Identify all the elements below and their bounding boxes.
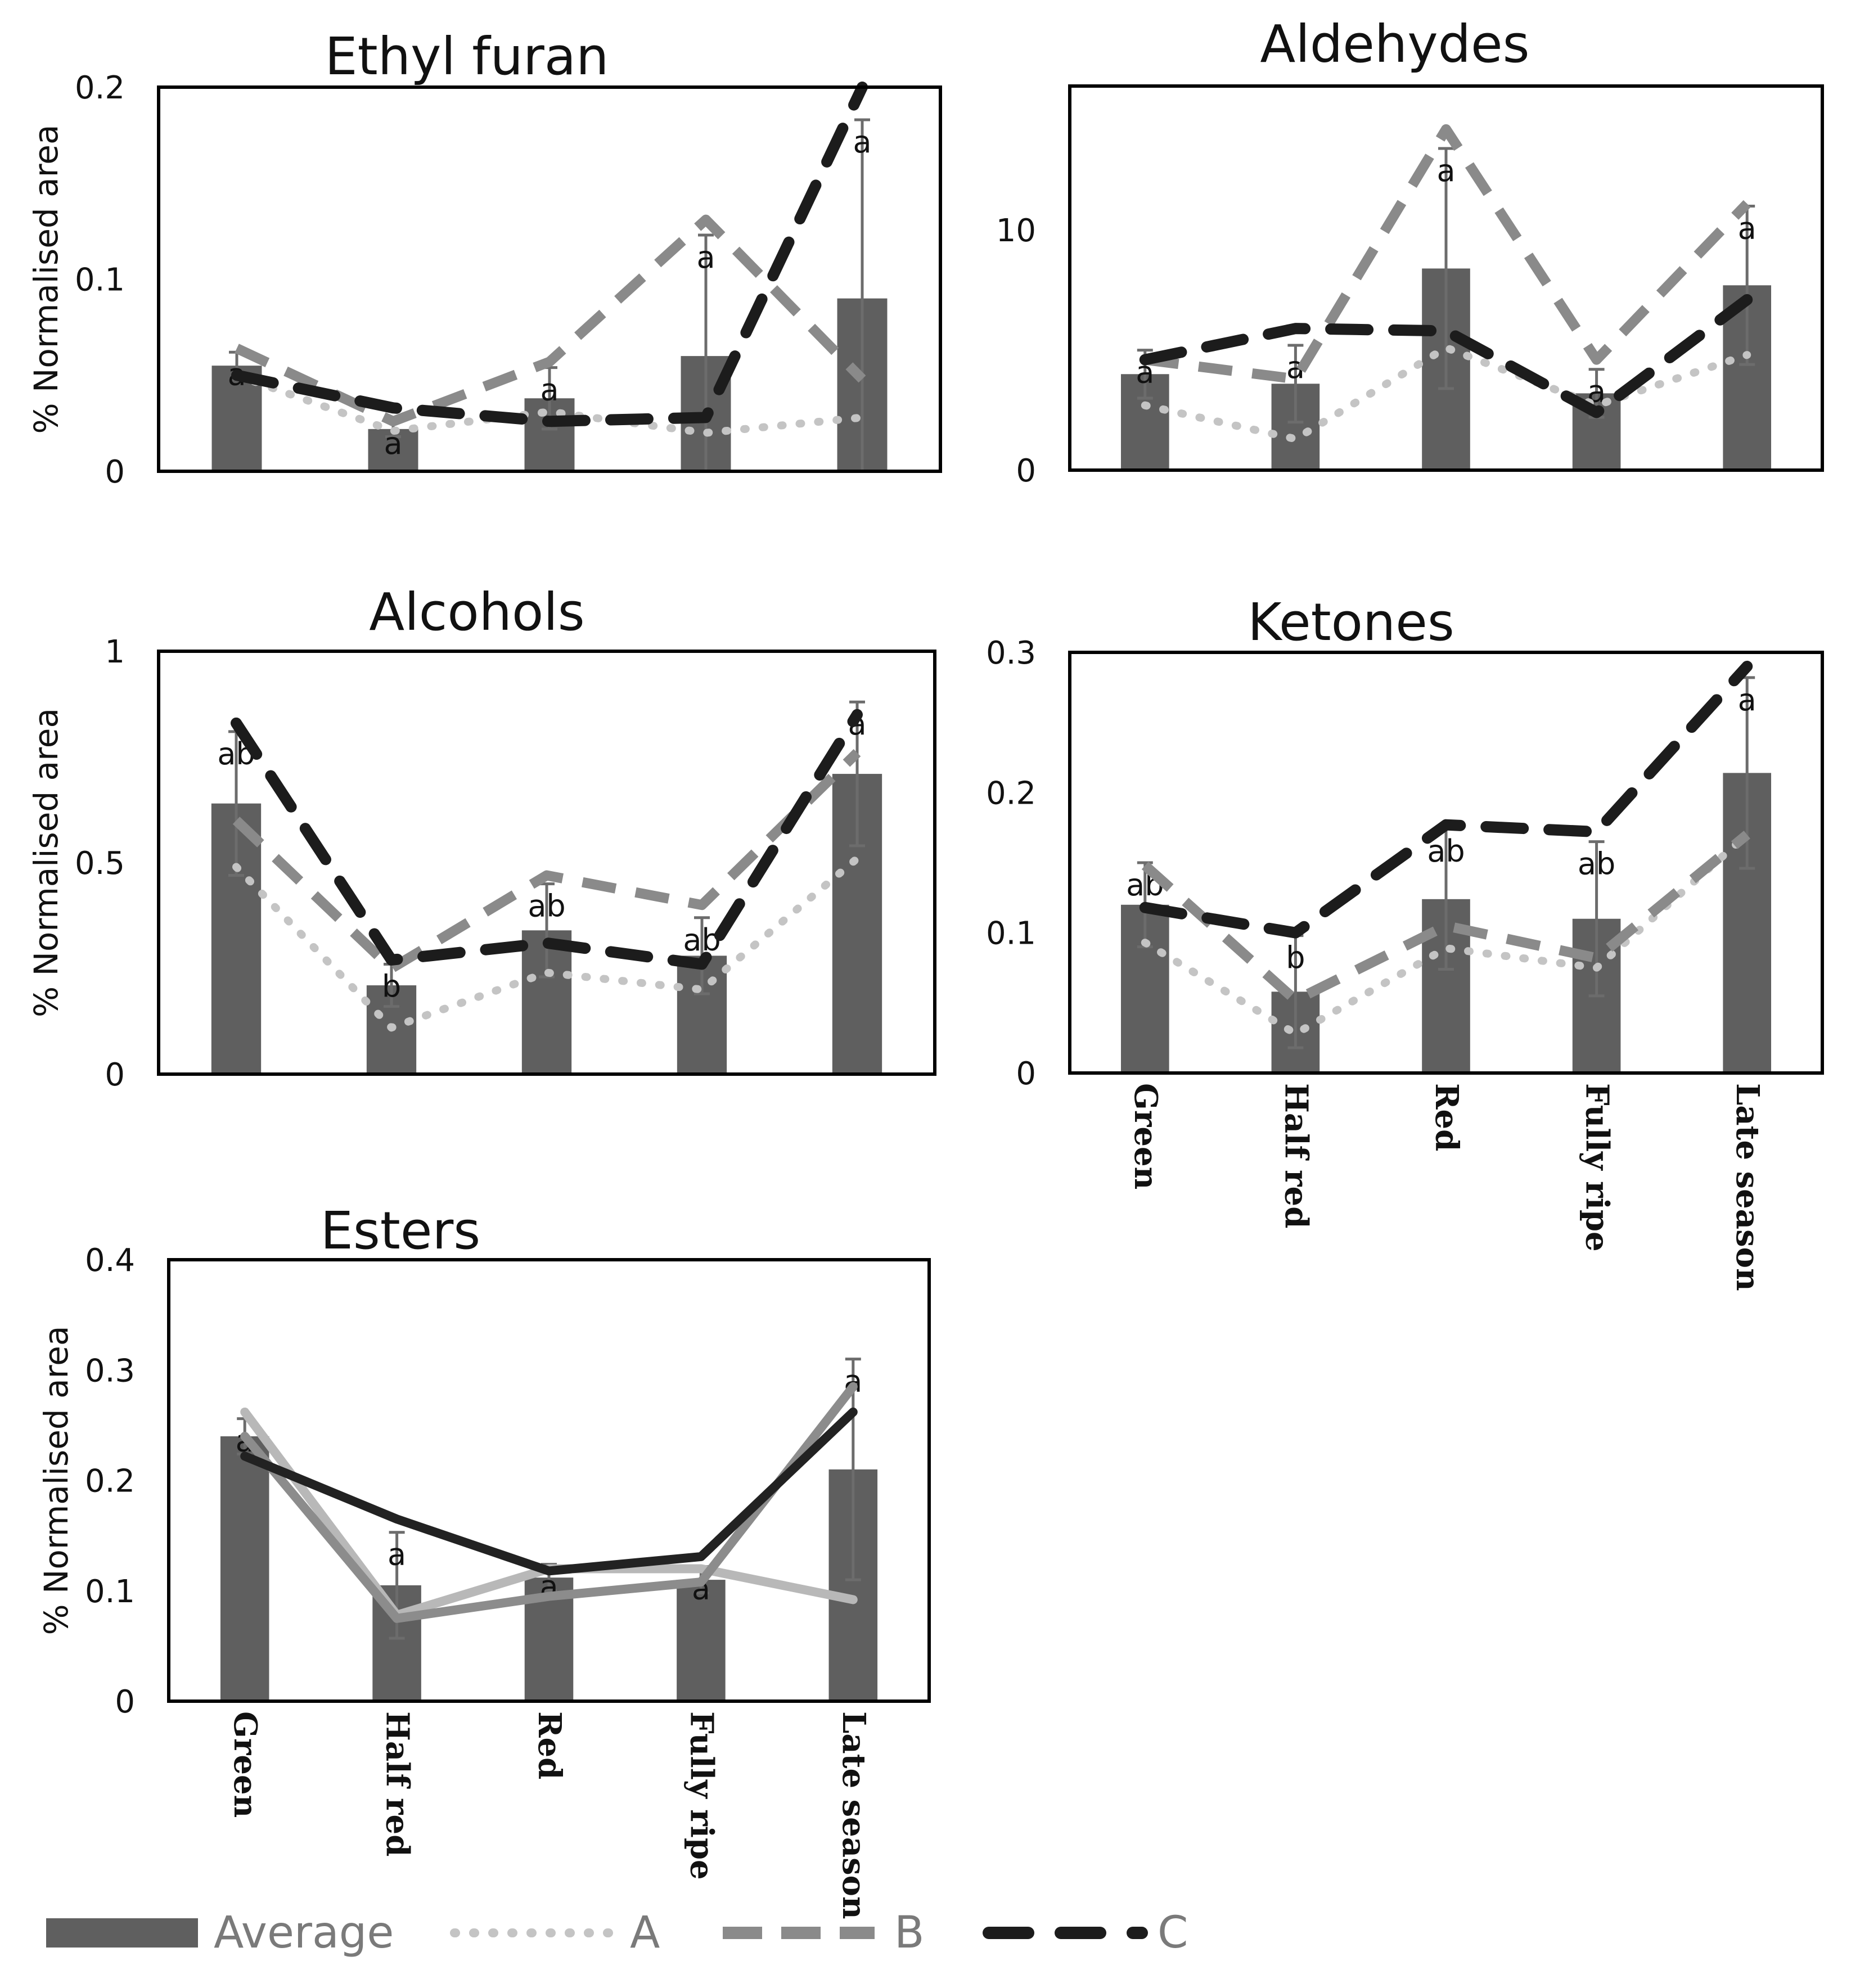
significance-letter: ab: [528, 889, 565, 924]
series-line-b: [235, 214, 866, 427]
significance-letter: b: [382, 968, 401, 1004]
x-tick-label: Half red: [379, 1711, 416, 1856]
plot-frame: [157, 650, 936, 1076]
legend-label-a: A: [630, 1908, 660, 1958]
y-tick-label: 10: [996, 213, 1036, 249]
series-line-a: [233, 371, 866, 437]
significance-letter: a: [1738, 682, 1757, 718]
bar-average: [677, 1580, 726, 1701]
legend: Average A B C: [46, 1908, 1188, 1958]
y-tick-label: 1: [105, 634, 125, 670]
series-line-c: [231, 82, 868, 427]
plot-frame: [1068, 651, 1824, 1075]
plot-frame: [1068, 84, 1824, 472]
y-tick-label: 0: [105, 454, 125, 490]
significance-letter: a: [1436, 153, 1455, 188]
series-line-c: [1139, 660, 1753, 939]
significance-letter: a: [853, 124, 871, 160]
x-tick-label: Red: [1428, 1083, 1465, 1151]
y-tick-label: 0.2: [986, 775, 1036, 812]
y-tick-label: 0.1: [85, 1574, 135, 1610]
series-line-b: [232, 749, 861, 973]
series-line-b: [240, 1382, 858, 1623]
y-tick-label: 0: [105, 1057, 125, 1093]
plot-frame: [167, 1258, 931, 1703]
x-tick-label: Fully ripe: [1579, 1083, 1616, 1252]
x-tick-label: Late season: [1729, 1083, 1766, 1291]
x-tick-label: Red: [531, 1711, 568, 1779]
chart-title: Ketones: [1247, 592, 1454, 652]
y-axis-label: % Normalised area: [27, 708, 65, 1017]
bar-average: [220, 1436, 269, 1701]
y-tick-label: 0.3: [986, 635, 1036, 671]
y-tick-label: 0.2: [85, 1463, 135, 1500]
significance-letter: a: [696, 240, 715, 275]
series-line-a: [1141, 344, 1751, 443]
y-tick-label: 0: [115, 1684, 135, 1720]
legend-swatch-average: [46, 1918, 198, 1948]
series-line-c: [1139, 294, 1753, 418]
x-tick-label: Half red: [1277, 1083, 1314, 1228]
chart-title: Esters: [321, 1201, 481, 1261]
x-tick-label: Green: [1127, 1083, 1164, 1189]
y-tick-label: 0.5: [75, 845, 125, 882]
series-line-b: [1141, 831, 1750, 1006]
legend-label-c: C: [1158, 1908, 1188, 1958]
chart-title: Alcohols: [369, 582, 584, 642]
significance-letter: a: [388, 1537, 406, 1572]
plot-frame: [157, 85, 942, 473]
chart-title: Ethyl furan: [325, 26, 609, 87]
y-tick-label: 0.1: [986, 916, 1036, 952]
series-line-b: [1144, 124, 1751, 384]
series-line-a: [1141, 831, 1751, 1038]
significance-letter: ab: [683, 922, 720, 958]
significance-letter: ab: [1578, 846, 1615, 882]
x-tick-label: Late season: [835, 1711, 872, 1919]
y-tick-label: 0.3: [85, 1353, 135, 1389]
chart-title: Aldehydes: [1260, 14, 1529, 74]
y-tick-label: 0: [1016, 1056, 1036, 1092]
series-line-c: [240, 1407, 858, 1576]
legend-label-average: Average: [214, 1908, 394, 1958]
y-tick-label: 0: [1016, 453, 1036, 489]
legend-label-b: B: [894, 1908, 925, 1958]
y-tick-label: 0.1: [75, 262, 125, 299]
series-line-c: [231, 709, 863, 970]
significance-letter: b: [1286, 940, 1305, 976]
y-tick-label: 0.4: [85, 1242, 135, 1279]
y-axis-label: % Normalised area: [37, 1326, 75, 1635]
y-axis-label: % Normalised area: [27, 124, 65, 434]
series-line-a: [232, 854, 861, 1032]
y-tick-label: 0.2: [75, 70, 125, 106]
x-tick-label: Green: [227, 1711, 264, 1818]
significance-letter: a: [540, 372, 559, 408]
x-tick-label: Fully ripe: [683, 1711, 720, 1880]
